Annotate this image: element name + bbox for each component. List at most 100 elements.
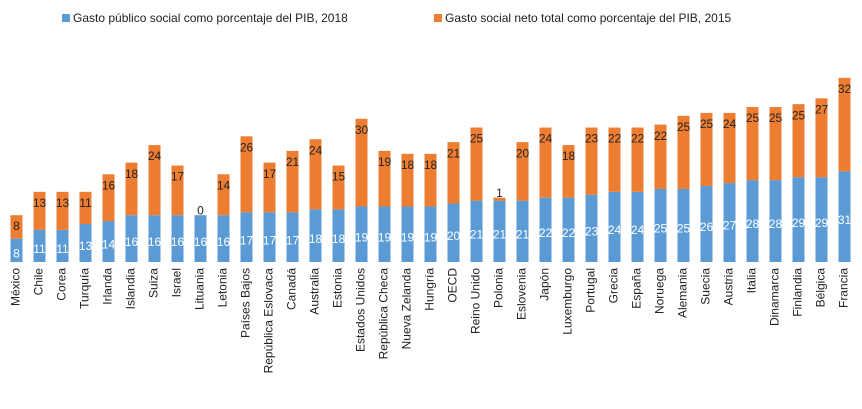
data-label: 19 <box>378 230 392 244</box>
x-tick-label: República Checa <box>377 268 391 360</box>
data-label: 25 <box>792 108 806 122</box>
bar-segment <box>585 194 598 262</box>
bar-segment <box>217 174 230 216</box>
bar-segment <box>447 203 460 262</box>
data-label: 32 <box>838 82 852 96</box>
data-label: 29 <box>815 216 829 230</box>
data-label: 20 <box>447 229 461 243</box>
bar-segment <box>838 171 851 262</box>
bar-segment <box>493 197 506 201</box>
x-tick-label: Hungría <box>423 268 437 311</box>
data-label: 0 <box>197 203 204 217</box>
bar-segment <box>562 197 575 262</box>
x-tick-label: Noruega <box>653 268 667 314</box>
x-tick-label: Irlanda <box>101 268 115 305</box>
bar-segment <box>33 229 46 262</box>
bar-segment <box>217 215 230 262</box>
data-label: 27 <box>815 102 829 116</box>
data-label: 18 <box>332 232 346 246</box>
bar-segment <box>539 127 552 198</box>
data-label: 16 <box>194 235 208 249</box>
bar-segment <box>792 177 805 262</box>
bar-segment <box>608 191 621 262</box>
data-label: 28 <box>769 217 783 231</box>
bar-segment <box>332 209 345 262</box>
data-label: 13 <box>56 196 70 210</box>
bar-segment <box>746 180 759 262</box>
bar-segment <box>539 197 552 262</box>
data-label: 21 <box>493 227 507 241</box>
legend-swatch <box>62 14 70 22</box>
legend-label: Gasto social neto total como porcentaje … <box>445 11 731 25</box>
data-label: 15 <box>332 170 346 184</box>
data-label: 25 <box>677 120 691 134</box>
data-label: 8 <box>13 219 20 233</box>
x-tick-label: Alemania <box>676 268 690 318</box>
x-tick-label: Finlandia <box>791 268 805 317</box>
data-label: 19 <box>355 230 369 244</box>
data-label: 31 <box>838 213 852 227</box>
x-tick-label: Luxemburgo <box>561 268 575 335</box>
data-label: 28 <box>746 217 760 231</box>
x-tick-label: Polonia <box>492 268 506 308</box>
data-label: 22 <box>539 226 553 240</box>
bar-segment <box>838 77 851 172</box>
data-label: 24 <box>723 117 737 131</box>
x-tick-label: Reino Unido <box>469 268 483 334</box>
data-label: 22 <box>562 226 576 240</box>
bar-segment <box>746 107 759 181</box>
x-tick-label: Eslovenia <box>515 268 529 320</box>
x-tick-label: Estonia <box>331 268 345 308</box>
x-tick-label: Israel <box>170 268 184 297</box>
data-label: 11 <box>79 196 92 210</box>
data-label: 19 <box>401 230 415 244</box>
bar-segment <box>815 98 828 178</box>
data-label: 17 <box>286 233 300 247</box>
bar-segment <box>631 191 644 262</box>
bar-segment <box>631 127 644 192</box>
bar-segment <box>56 229 69 262</box>
x-tick-label: Francia <box>837 268 851 308</box>
bar-segment <box>355 206 368 262</box>
bar-segment <box>171 215 184 262</box>
bar-segment <box>309 139 322 210</box>
legend-swatch <box>434 14 442 22</box>
bar-segment <box>516 142 529 201</box>
data-label: 18 <box>401 158 415 172</box>
bar-segment <box>79 191 92 224</box>
bar-segment <box>401 153 414 207</box>
bar-segment <box>102 221 115 262</box>
bar-segment <box>171 165 184 216</box>
bar-segment <box>10 215 23 239</box>
bar-segment <box>10 238 23 262</box>
x-tick-label: Grecia <box>607 268 621 304</box>
data-label: 8 <box>13 246 20 260</box>
data-label: 21 <box>516 227 530 241</box>
bar-segment <box>654 124 667 189</box>
bar-segment <box>125 162 138 216</box>
bar-segment <box>125 215 138 262</box>
data-label: 18 <box>309 232 323 246</box>
bar-segment <box>424 206 437 262</box>
data-label: 22 <box>608 132 622 146</box>
x-tick-label: Dinamarca <box>768 268 782 326</box>
data-label: 1 <box>496 186 503 200</box>
bar-segment <box>148 215 161 262</box>
data-label: 14 <box>102 238 116 252</box>
x-tick-label: Japón <box>538 268 552 301</box>
data-label: 26 <box>700 220 714 234</box>
data-label: 19 <box>424 230 438 244</box>
bar-segment <box>286 150 299 213</box>
bar-segment <box>608 127 621 192</box>
x-tick-label: Corea <box>55 268 69 301</box>
data-label: 19 <box>378 155 392 169</box>
bar-segment <box>240 136 253 213</box>
bar-segment <box>516 200 529 262</box>
bar-segment <box>194 215 207 262</box>
x-tick-label: Letonia <box>216 268 230 308</box>
data-label: 29 <box>792 216 806 230</box>
data-label: 24 <box>608 223 622 237</box>
x-tick-label: Canadá <box>285 268 299 310</box>
data-label: 13 <box>33 196 47 210</box>
data-label: 16 <box>217 235 231 249</box>
